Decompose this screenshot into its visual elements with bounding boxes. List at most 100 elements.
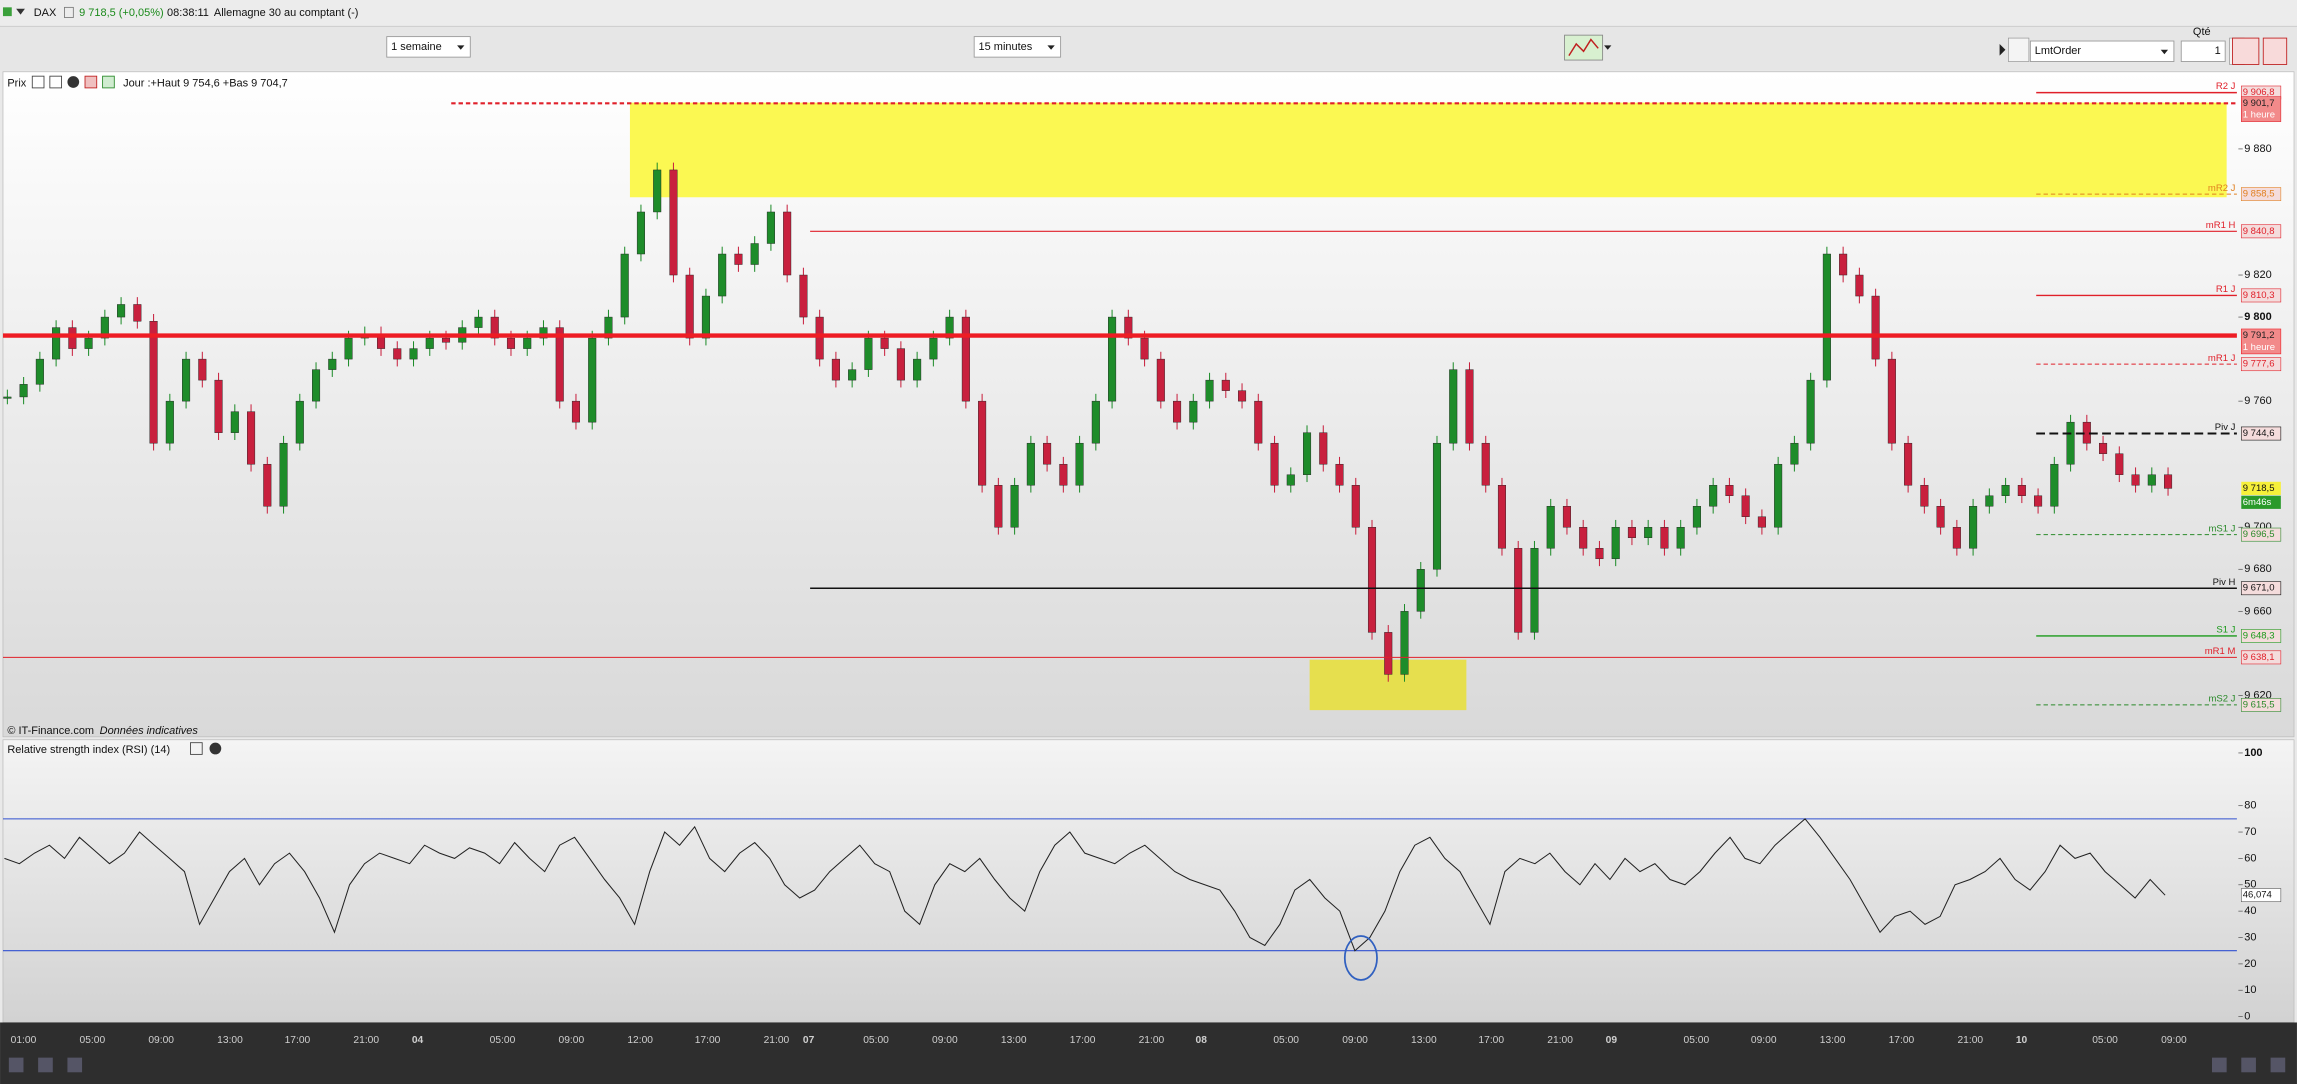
candle — [2131, 474, 2140, 486]
clock: 08:38:11 — [167, 7, 209, 19]
candle — [1254, 400, 1263, 444]
annotation-circle — [1343, 935, 1378, 981]
candle — [1546, 506, 1555, 549]
candle — [506, 337, 516, 349]
level-box — [2240, 527, 2282, 542]
candle — [1059, 463, 1068, 486]
y-tick-label: 9 880 — [2244, 143, 2271, 155]
candle — [1026, 442, 1035, 486]
chart-type-button[interactable] — [1564, 34, 1604, 61]
period-select[interactable] — [386, 36, 471, 58]
close-button[interactable] — [67, 76, 80, 88]
candle — [1562, 506, 1571, 528]
candle — [815, 316, 824, 360]
candle — [1319, 432, 1328, 465]
bottom-tool[interactable] — [67, 1057, 83, 1073]
dropdown-arrow[interactable] — [16, 8, 25, 15]
candle — [653, 169, 662, 213]
bottom-tool[interactable] — [8, 1057, 24, 1073]
time-label: 17:00 — [695, 1035, 721, 1046]
countdown: 6m46s — [2243, 497, 2272, 508]
candle — [441, 337, 451, 343]
candle — [750, 243, 759, 265]
level-value: 9 696,5 — [2243, 529, 2275, 540]
candle — [247, 411, 256, 465]
buy-button[interactable] — [2232, 37, 2260, 65]
candle — [1839, 253, 1848, 276]
candle — [1416, 569, 1425, 612]
time-label: 09:00 — [1751, 1035, 1777, 1046]
sell-button[interactable] — [2262, 37, 2288, 65]
bottom-tool[interactable] — [38, 1057, 53, 1073]
time-label: 17:00 — [1478, 1035, 1504, 1046]
bottom-tool[interactable] — [2270, 1057, 2286, 1073]
time-label: 05:00 — [863, 1035, 889, 1046]
time-label: 09:00 — [1342, 1035, 1368, 1046]
candle — [2017, 485, 2026, 496]
candle — [2115, 453, 2124, 475]
credit: © IT-Finance.com — [7, 725, 94, 737]
candle — [1075, 442, 1084, 486]
candle — [539, 327, 548, 339]
candle — [1465, 369, 1474, 444]
level-value: 9 638,1 — [2243, 652, 2275, 663]
candle — [1627, 527, 1636, 538]
rsi-last-box — [2240, 888, 2282, 903]
y-tick-label: 9 760 — [2244, 395, 2271, 407]
close-button[interactable] — [209, 742, 222, 755]
panel-tool[interactable] — [190, 742, 203, 755]
candle — [2099, 442, 2108, 454]
rsi-last: 46,074 — [2243, 890, 2273, 901]
candle — [35, 358, 44, 385]
last-box — [2241, 481, 2281, 495]
panel-tool[interactable] — [31, 75, 45, 89]
candle — [1173, 400, 1182, 423]
bottom-tool[interactable] — [2241, 1057, 2256, 1073]
candle — [490, 316, 499, 339]
time-label: 10 — [2016, 1035, 2028, 1046]
time-label: 01:00 — [11, 1035, 37, 1046]
level-name: mS2 J — [2208, 694, 2235, 705]
level-value: 9 777,6 — [2243, 359, 2275, 370]
candle — [198, 358, 207, 381]
order-type: LmtOrder — [2035, 45, 2082, 57]
level-value: 9 615,5 — [2243, 699, 2275, 710]
candle — [1871, 295, 1880, 360]
icon — [2, 7, 12, 17]
panel-tool[interactable] — [102, 75, 115, 89]
candle — [929, 337, 938, 360]
zone — [629, 102, 2227, 198]
candle — [1514, 548, 1523, 633]
interval-select[interactable] — [973, 36, 1062, 58]
bottom-tool[interactable] — [2211, 1057, 2227, 1073]
tool-button[interactable] — [2008, 37, 2030, 62]
candle — [1904, 442, 1913, 486]
candle — [474, 316, 483, 328]
time-label: 21:00 — [764, 1035, 790, 1046]
panel-tool[interactable] — [49, 75, 63, 89]
time-label: 09:00 — [932, 1035, 958, 1046]
time-label: 08 — [1196, 1035, 1208, 1046]
time-label: 12:00 — [627, 1035, 653, 1046]
last-value: 9 718,5 — [2243, 483, 2275, 494]
level-name: R2 J — [2216, 81, 2236, 92]
level-box — [2240, 96, 2282, 122]
y-tick-label: 9 680 — [2244, 563, 2271, 575]
candle — [214, 379, 223, 433]
level-name: S1 J — [2216, 625, 2235, 636]
candle — [1611, 527, 1620, 560]
candle — [2164, 474, 2173, 489]
candle — [182, 358, 191, 402]
info-icon[interactable] — [64, 6, 74, 18]
candle — [1774, 463, 1783, 528]
qty-input[interactable] — [2180, 40, 2226, 62]
candle — [1676, 527, 1685, 549]
time-label: 09:00 — [148, 1035, 174, 1046]
panel-tool[interactable] — [84, 75, 98, 89]
order-type-select[interactable] — [2029, 40, 2175, 62]
candle — [100, 316, 109, 339]
candle — [84, 337, 93, 349]
level-value: 9 671,0 — [2243, 583, 2275, 594]
candle — [1579, 527, 1588, 549]
candle — [1985, 495, 1994, 507]
